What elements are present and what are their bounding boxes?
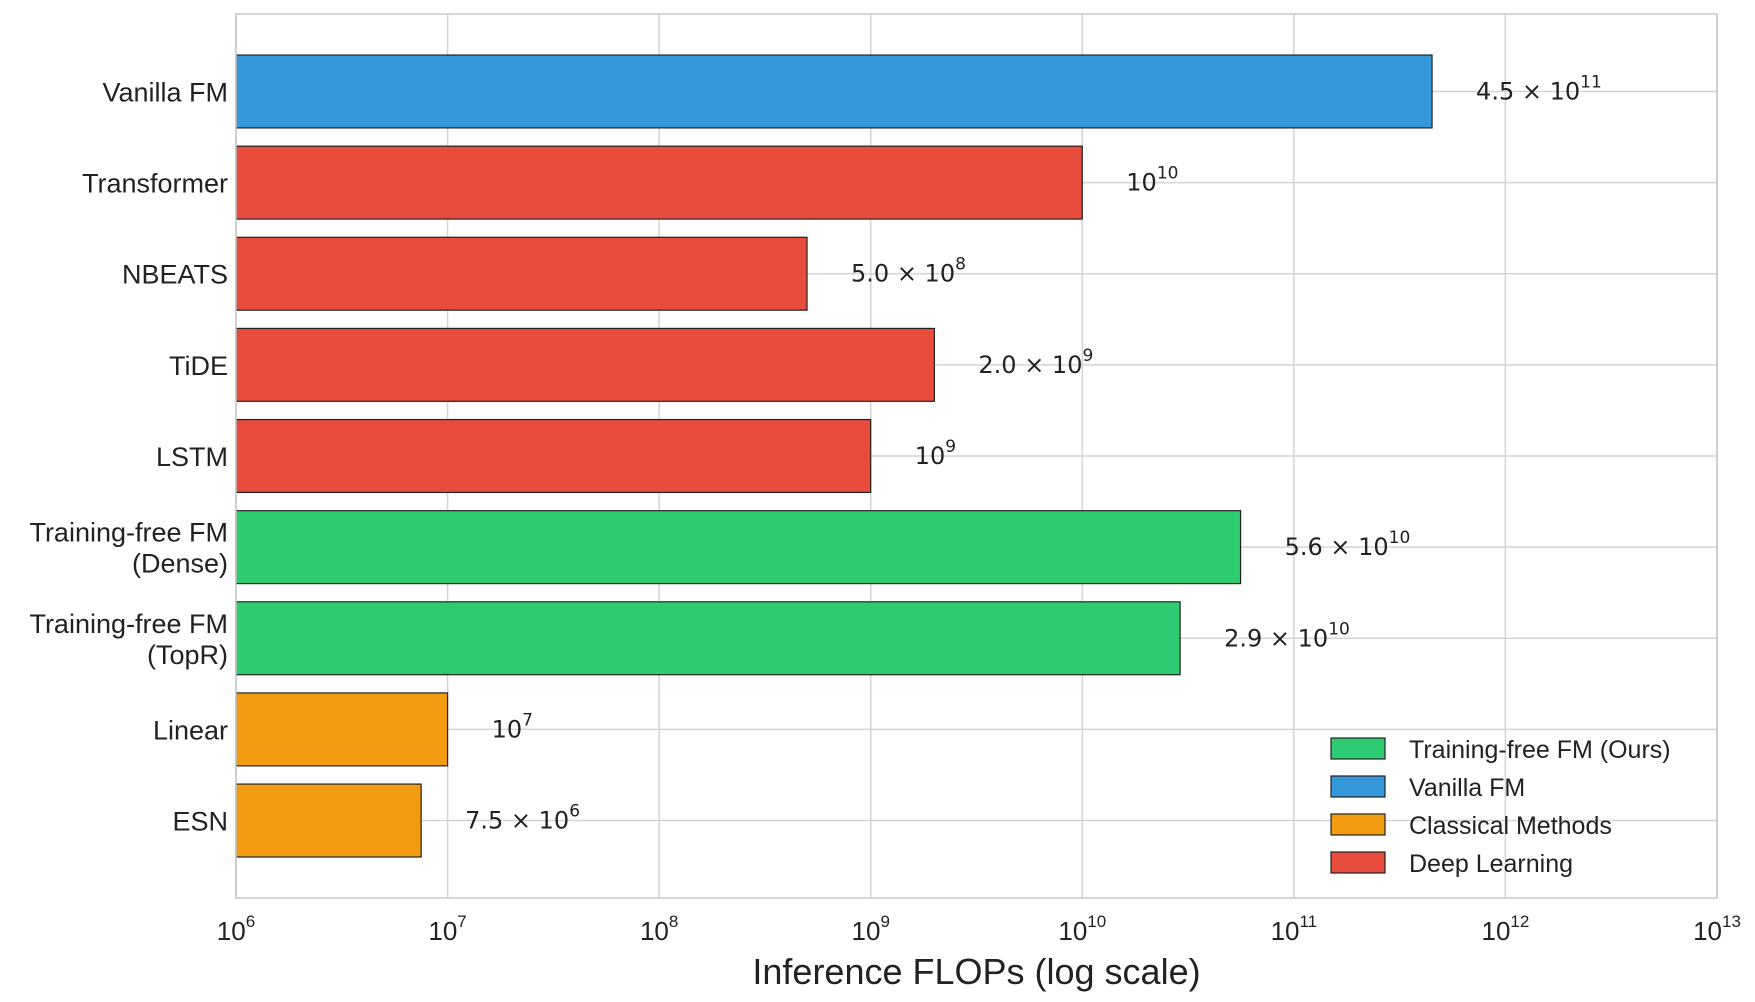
bar-value-mantissa: 2.0 × 10: [978, 351, 1082, 379]
bar-value-mantissa: 4.5 × 10: [1476, 77, 1580, 105]
bar: [235, 145, 1083, 220]
legend-swatch: [1330, 775, 1386, 798]
legend-swatch: [1330, 813, 1386, 836]
bar-value-exponent: 7: [522, 710, 533, 730]
bar-value-mantissa: 5.6 × 10: [1285, 533, 1389, 561]
bar-value-label: 7.5 × 106: [465, 802, 580, 835]
bar-value-mantissa: 2.9 × 10: [1224, 624, 1328, 652]
legend-label: Training-free FM (Ours): [1409, 736, 1671, 764]
bar: [235, 601, 1181, 676]
x-tick-label: 1011: [1271, 912, 1318, 946]
bar: [235, 418, 872, 494]
category-label: (TopR): [147, 640, 228, 670]
legend: Training-free FM (Ours) Vanilla FM Classic…: [1330, 736, 1671, 878]
category-label: ESN: [172, 807, 228, 837]
x-tick-labels: 106 107 108 109 1010 1011 1012 1013: [217, 912, 1741, 946]
x-tick-base: 10: [1058, 916, 1087, 946]
x-tick-label: 107: [428, 912, 466, 946]
bar: [235, 54, 1433, 129]
bar: [235, 692, 449, 767]
x-tick-base: 10: [1482, 916, 1511, 946]
bar-value-mantissa: 5.0 × 10: [851, 260, 955, 288]
category-label: Vanilla FM: [102, 77, 228, 107]
x-tick-base: 10: [1693, 916, 1722, 946]
bar: [235, 236, 808, 311]
legend-label: Classical Methods: [1409, 812, 1612, 840]
bar-value-exponent: 9: [1082, 346, 1093, 366]
bar-value-mantissa: 10: [492, 715, 523, 743]
bar-value-mantissa: 10: [1126, 169, 1157, 197]
x-tick-exponent: 6: [246, 912, 255, 931]
bar-value-exponent: 10: [1157, 164, 1179, 184]
bar: [235, 783, 422, 858]
bar-value-exponent: 11: [1580, 72, 1602, 92]
category-label: (Dense): [132, 549, 228, 579]
bar-value-label: 2.9 × 1010: [1224, 619, 1350, 652]
category-label: Linear: [153, 715, 228, 745]
x-tick-label: 106: [217, 912, 255, 946]
x-tick-label: 109: [852, 912, 890, 946]
plot-frame: [235, 13, 1718, 899]
bar-value-label: 5.0 × 108: [851, 255, 966, 288]
bar-value-label: 1010: [1126, 164, 1178, 197]
bars: [235, 54, 1433, 858]
bar-value-exponent: 9: [945, 437, 956, 457]
category-label: Training-free FM: [29, 609, 228, 639]
x-tick-base: 10: [428, 916, 457, 946]
category-label: Training-free FM: [29, 518, 228, 548]
bar-value-label: 107: [492, 710, 533, 743]
category-label: TiDE: [169, 351, 228, 381]
category-label: Transformer: [82, 169, 228, 199]
legend-label: Vanilla FM: [1409, 774, 1525, 802]
bar: [235, 327, 936, 402]
x-tick-label: 108: [640, 912, 678, 946]
x-tick-base: 10: [1271, 916, 1300, 946]
bar: [235, 510, 1242, 585]
x-tick-exponent: 8: [669, 912, 678, 931]
legend-swatch: [1330, 737, 1386, 760]
bar-value-exponent: 10: [1328, 619, 1350, 639]
legend-swatch: [1330, 851, 1386, 874]
legend-label: Deep Learning: [1409, 850, 1573, 878]
x-tick-exponent: 13: [1722, 912, 1741, 931]
x-tick-label: 1010: [1058, 912, 1106, 946]
bar-value-label: 4.5 × 1011: [1476, 72, 1602, 105]
bar-value-label: 5.6 × 1010: [1285, 528, 1411, 561]
x-tick-exponent: 11: [1299, 912, 1317, 931]
bar-value-label: 109: [915, 437, 956, 470]
bar-value-mantissa: 10: [915, 442, 946, 470]
x-tick-label: 1013: [1693, 912, 1741, 946]
category-label: NBEATS: [122, 260, 228, 290]
x-tick-exponent: 12: [1510, 912, 1529, 931]
x-tick-base: 10: [640, 916, 669, 946]
x-tick-exponent: 9: [880, 912, 889, 931]
bar-value-mantissa: 7.5 × 10: [465, 807, 569, 835]
category-labels: Vanilla FM Transformer NBEATS TiDE LSTM Train…: [29, 77, 228, 836]
x-tick-base: 10: [852, 916, 881, 946]
bar-value-label: 2.0 × 109: [978, 346, 1093, 379]
x-axis-title: Inference FLOPs (log scale): [752, 951, 1200, 992]
bar-value-exponent: 6: [569, 802, 580, 822]
x-tick-base: 10: [217, 916, 246, 946]
category-label: LSTM: [156, 442, 228, 472]
x-tick-exponent: 7: [457, 912, 466, 931]
bar-value-exponent: 8: [955, 255, 966, 275]
x-tick-exponent: 10: [1087, 912, 1106, 931]
x-tick-label: 1012: [1482, 912, 1530, 946]
bar-value-exponent: 10: [1389, 528, 1411, 548]
